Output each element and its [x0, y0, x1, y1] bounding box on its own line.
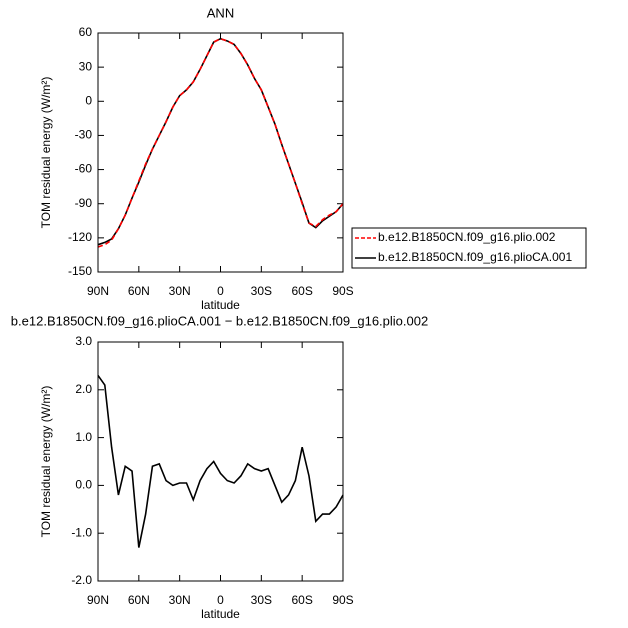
line	[97, 37, 344, 248]
x-tick-label: 0	[217, 593, 224, 607]
legend-label: b.e12.B1850CN.f09_g16.plio.002	[378, 230, 556, 244]
x-tick-label: 90S	[332, 284, 353, 298]
y-tick-label: -2.0	[71, 573, 92, 587]
x-tick-label: 30S	[251, 593, 272, 607]
y-tick-label: -90	[75, 196, 93, 210]
y-tick-label: -60	[75, 162, 93, 176]
x-tick-label: 60N	[128, 593, 150, 607]
y-tick-label: -30	[75, 128, 93, 142]
x-tick-label: 90S	[332, 593, 353, 607]
y-tick-label: 3.0	[75, 334, 92, 348]
y-tick-label: 0.0	[75, 478, 92, 492]
x-axis-label: latitude	[201, 298, 240, 312]
x-tick-label: 30N	[169, 593, 191, 607]
plot-frame	[97, 341, 344, 582]
y-tick-label: -1.0	[71, 525, 92, 539]
chart-title: ANN	[207, 5, 234, 20]
x-tick-label: 90N	[87, 593, 109, 607]
x-tick-label: 60N	[128, 284, 150, 298]
y-tick-label: -120	[68, 230, 92, 244]
x-tick-label: 30S	[251, 284, 272, 298]
legend-box	[351, 227, 587, 269]
legend-label: b.e12.B1850CN.f09_g16.plioCA.001	[378, 250, 572, 264]
y-tick-label: -150	[68, 264, 92, 278]
x-tick-label: 60S	[291, 593, 312, 607]
line	[97, 374, 344, 548]
y-tick-label: 0	[85, 93, 92, 107]
x-axis-label: latitude	[201, 607, 240, 621]
y-axis-label: TOM residual energy (W/m²)	[39, 77, 53, 229]
x-tick-label: 60S	[291, 284, 312, 298]
x-tick-label: 30N	[169, 284, 191, 298]
y-tick-label: 2.0	[75, 382, 92, 396]
plot-frame	[97, 32, 344, 273]
line	[97, 37, 344, 246]
y-axis-label: TOM residual energy (W/m²)	[39, 386, 53, 538]
x-tick-label: 0	[217, 284, 224, 298]
y-tick-label: 30	[79, 59, 93, 73]
x-tick-label: 90N	[87, 284, 109, 298]
y-tick-label: 60	[79, 25, 93, 39]
y-tick-label: 1.0	[75, 430, 92, 444]
chart-title: b.e12.B1850CN.f09_g16.plioCA.001 − b.e12…	[11, 313, 428, 328]
